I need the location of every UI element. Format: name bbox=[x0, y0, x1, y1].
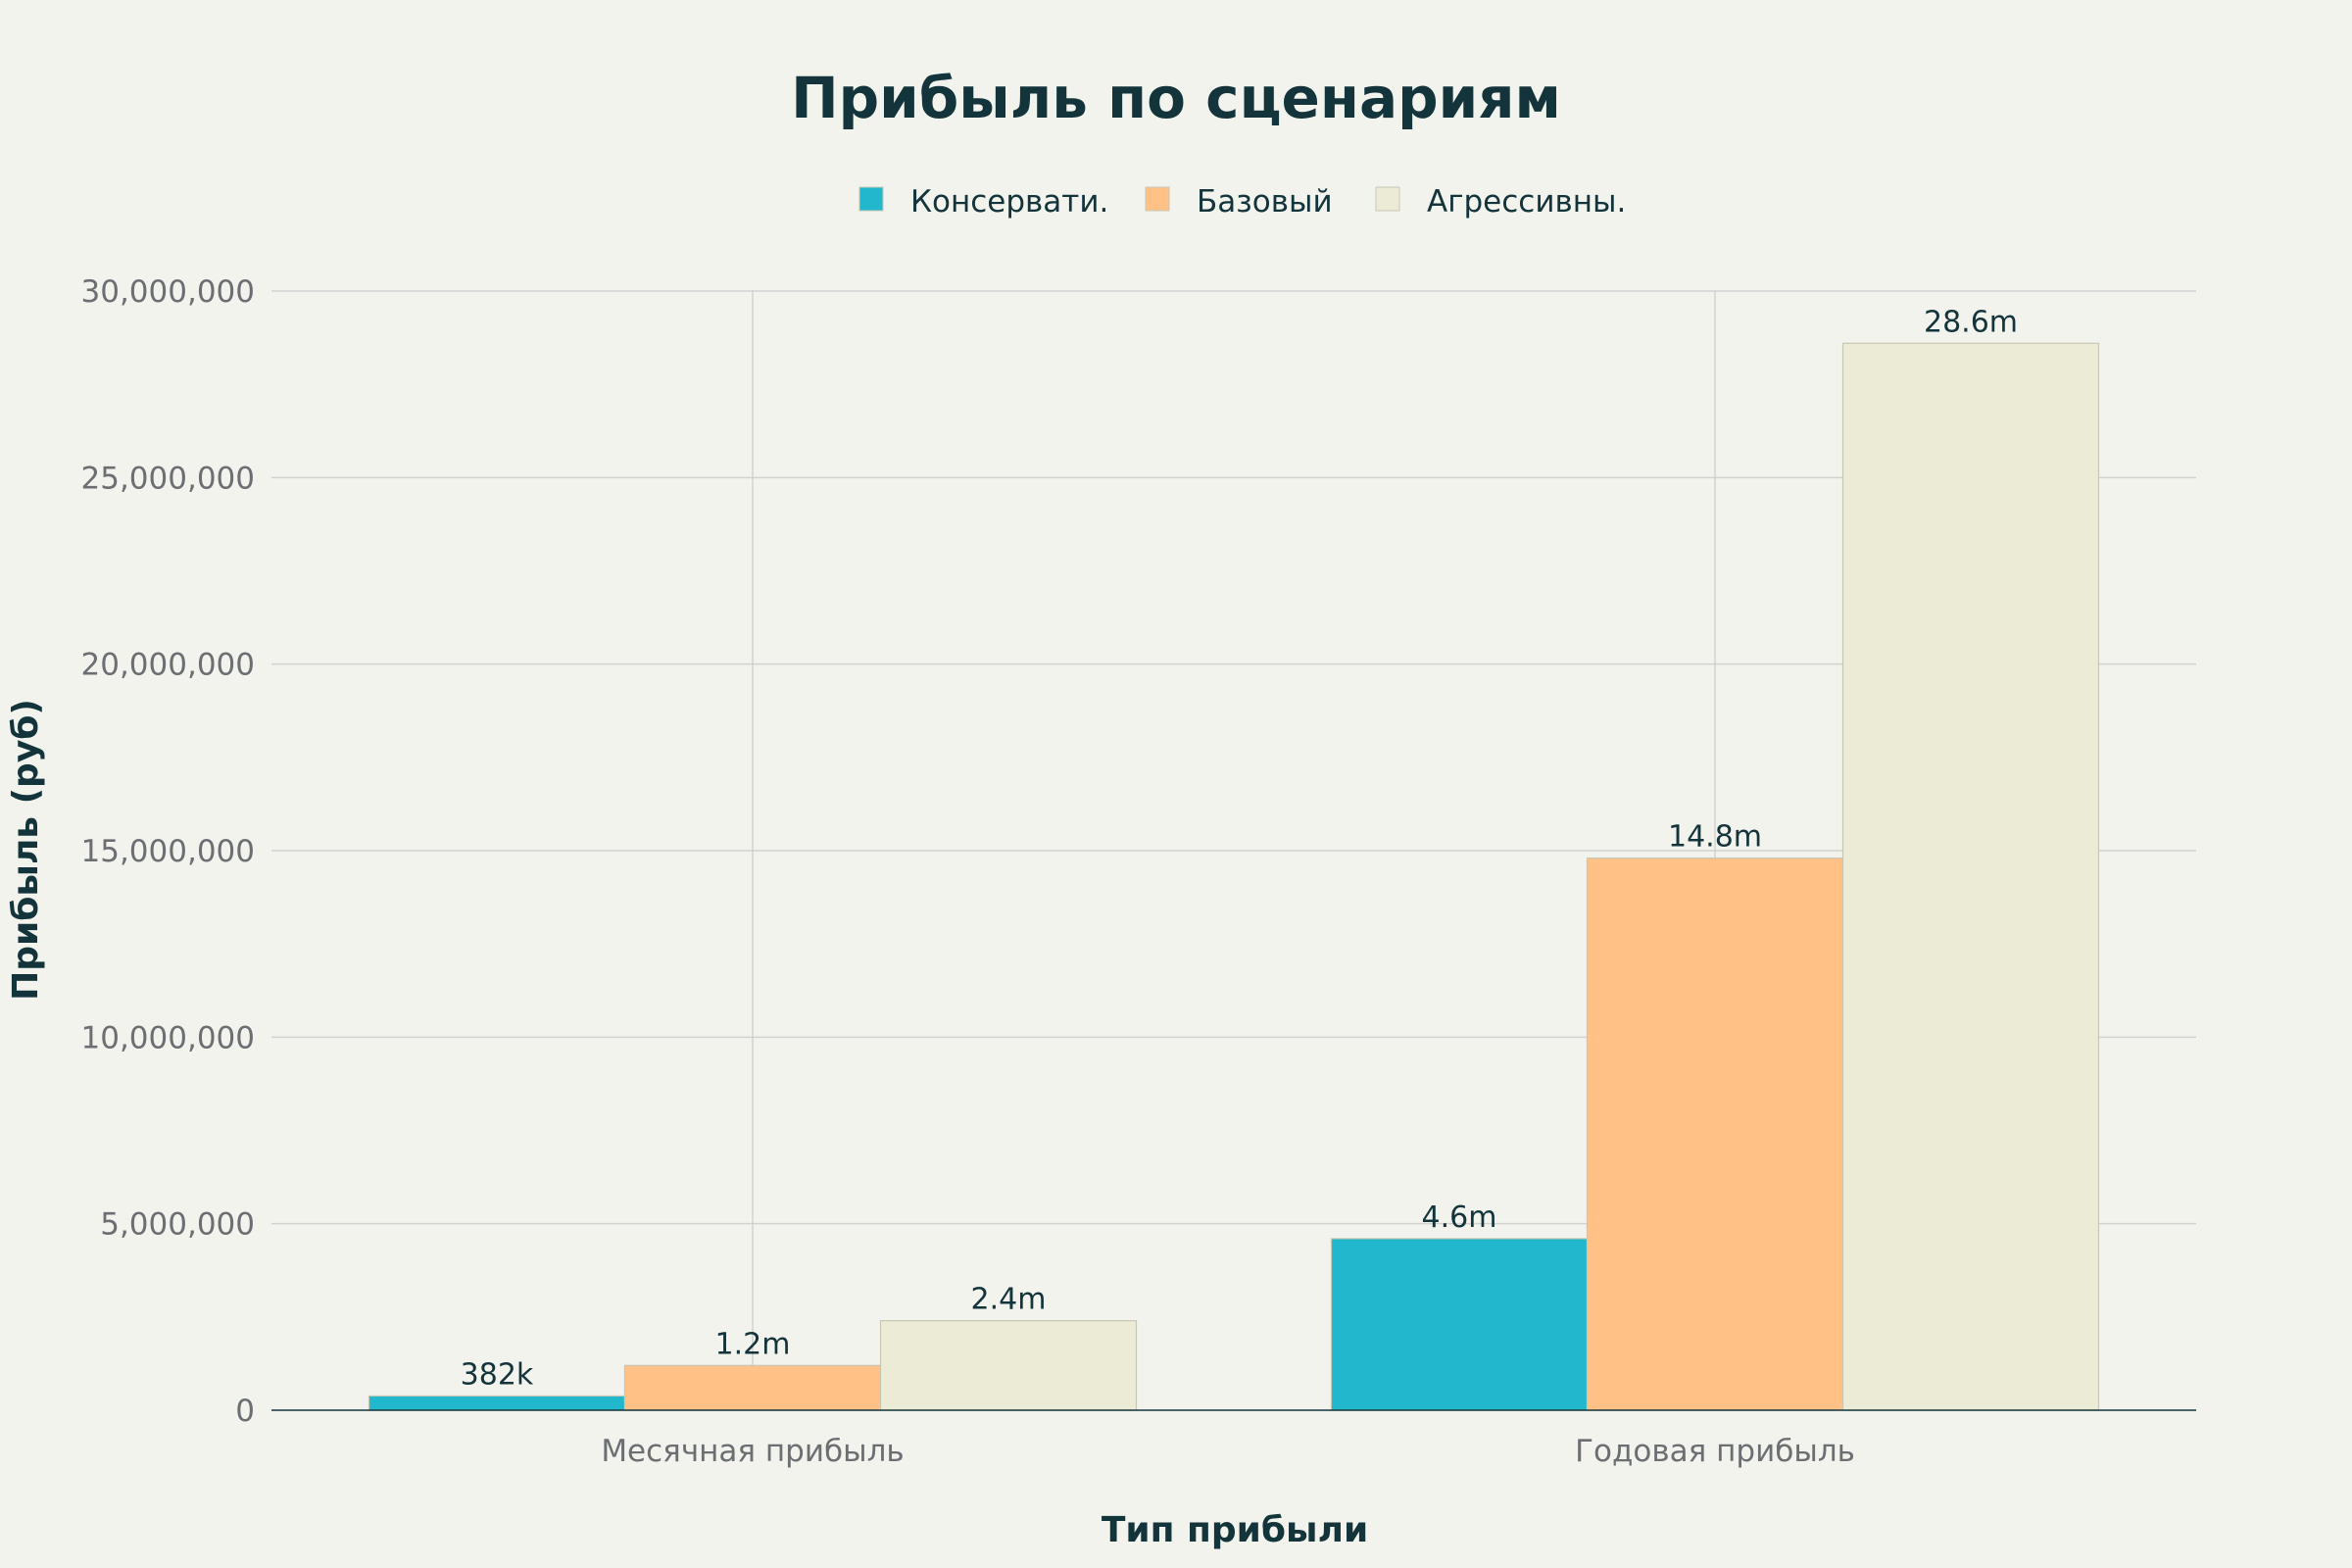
data-labels: 382k 1.2m 2.4m 4.6m 14.8m 28.6m bbox=[461, 305, 2018, 1392]
y-tick-label: 30,000,000 bbox=[81, 274, 256, 310]
data-label: 28.6m bbox=[1924, 305, 2018, 339]
data-label: 2.4m bbox=[971, 1283, 1047, 1317]
gridlines bbox=[271, 290, 2196, 1410]
legend-label: Агрессивны. bbox=[1427, 184, 1626, 220]
x-tick-label: Месячная прибыль bbox=[601, 1434, 904, 1469]
bar bbox=[879, 1320, 1138, 1411]
x-axis-ticks: Месячная прибыль Годовая прибыль bbox=[601, 1434, 1855, 1469]
data-label: 14.8m bbox=[1668, 820, 1762, 855]
data-label: 1.2m bbox=[715, 1327, 791, 1361]
legend-label: Базовый bbox=[1197, 184, 1333, 220]
bar bbox=[1586, 858, 1844, 1411]
data-label: 382k bbox=[461, 1357, 534, 1392]
legend-swatch bbox=[1145, 186, 1170, 212]
legend: Консервати. Базовый Агрессивны. bbox=[858, 184, 1626, 220]
y-tick-label: 5,000,000 bbox=[100, 1207, 255, 1243]
y-tick-label: 25,000,000 bbox=[81, 461, 256, 496]
chart-title: Прибыль по сценариям bbox=[791, 65, 1561, 131]
x-axis-title: Тип прибыли bbox=[1102, 1510, 1368, 1550]
bar bbox=[1841, 342, 2100, 1411]
legend-swatch bbox=[858, 186, 884, 212]
bar bbox=[368, 1395, 626, 1411]
x-tick-label: Годовая прибыль bbox=[1575, 1434, 1855, 1469]
y-axis-title: Прибыль (руб) bbox=[6, 699, 46, 1001]
y-tick-label: 0 bbox=[235, 1394, 255, 1429]
legend-swatch bbox=[1375, 186, 1400, 212]
bars bbox=[368, 342, 2100, 1411]
y-tick-label: 20,000,000 bbox=[81, 648, 256, 683]
y-tick-label: 15,000,000 bbox=[81, 834, 256, 869]
bar bbox=[623, 1364, 882, 1411]
data-label: 4.6m bbox=[1422, 1200, 1497, 1235]
y-axis-ticks: 0 5,000,000 10,000,000 15,000,000 20,000,000… bbox=[81, 274, 256, 1429]
bar bbox=[1330, 1238, 1589, 1411]
legend-label: Консервати. bbox=[910, 184, 1108, 220]
y-tick-label: 10,000,000 bbox=[81, 1020, 256, 1055]
